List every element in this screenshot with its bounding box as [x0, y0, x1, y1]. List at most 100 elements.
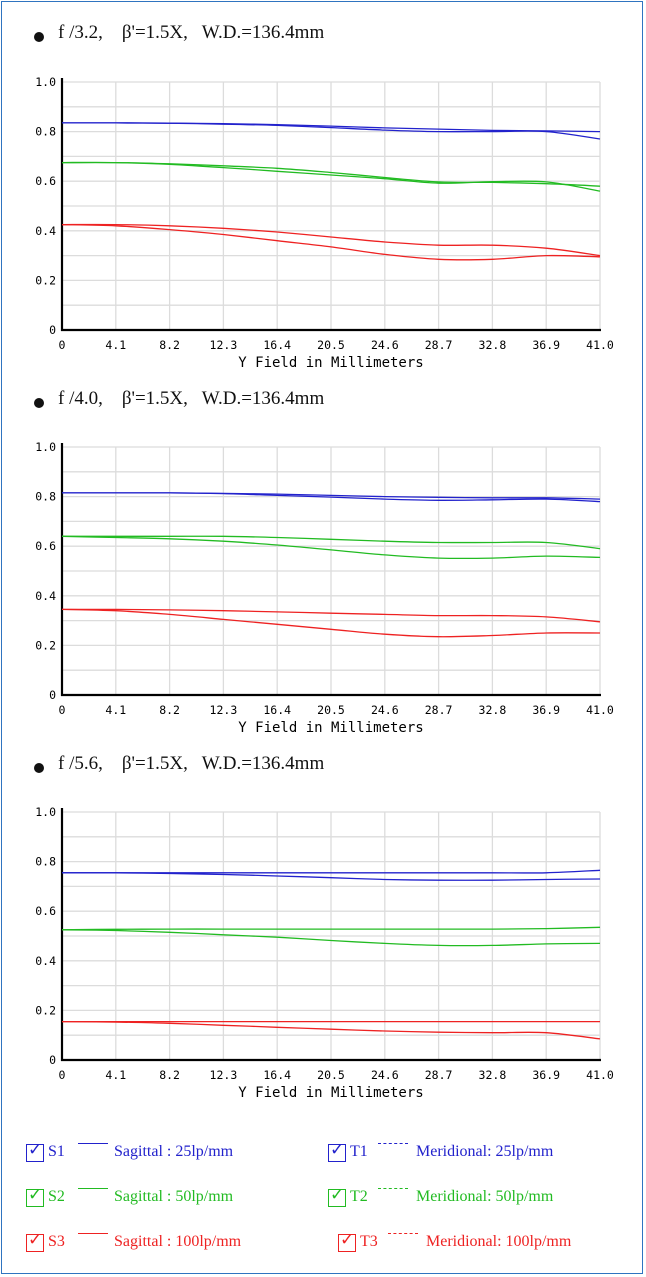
- dashed-line-swatch: [388, 1233, 418, 1238]
- x-tick-label: 20.5: [317, 338, 345, 352]
- series-line-t3: [61, 223, 601, 261]
- checkbox-icon[interactable]: [328, 1140, 346, 1162]
- y-tick-label: 0: [49, 323, 56, 337]
- x-tick-label: 16.4: [263, 1068, 291, 1082]
- series-line-s3: [61, 223, 601, 257]
- x-tick-label: 8.2: [159, 1068, 180, 1082]
- x-tick-label: 8.2: [159, 338, 180, 352]
- x-tick-label: 16.4: [263, 703, 291, 717]
- series-line-t1: [62, 122, 601, 140]
- x-tick-label: 16.4: [263, 338, 291, 352]
- mtf-chart-2: 0 0.2 0.4 0.6 0.8 1.0 0 4.1 8.2 12.3 16.4 20.5 24.6 2…: [35, 440, 614, 736]
- chart-heading-text: f /5.6, β'=1.5X, W.D.=136.4mm: [58, 753, 325, 774]
- dashed-line-swatch: [378, 1188, 408, 1193]
- y-tick-label: 0: [49, 688, 56, 702]
- series-line-t2: [61, 535, 601, 560]
- y-tick-label: 1.0: [35, 805, 56, 819]
- y-tick-label: 0.2: [35, 1003, 56, 1017]
- x-tick-label: 0: [59, 338, 66, 352]
- x-tick-label: 28.7: [425, 703, 453, 717]
- y-tick-label: 0.2: [35, 273, 56, 287]
- y-tick-label: 0.8: [35, 855, 56, 869]
- x-tick-label: 12.3: [210, 1068, 238, 1082]
- x-tick-label: 24.6: [371, 338, 399, 352]
- series-line-t2: [61, 161, 601, 192]
- legend-series-name: S3: [48, 1233, 65, 1250]
- bullet-icon: [34, 32, 44, 42]
- grid: [62, 81, 601, 330]
- y-tick-label: 0.6: [35, 904, 56, 918]
- series-line-t2: [61, 929, 601, 947]
- x-axis-label: Y Field in Millimeters: [238, 355, 423, 371]
- x-tick-label: 41.0: [586, 1068, 614, 1082]
- legend-desc: Sagittal : 50lp/mm: [114, 1188, 234, 1205]
- legend-desc: Meridional: 25lp/mm: [416, 1143, 554, 1160]
- x-tick-label: 20.5: [317, 1068, 345, 1082]
- checkbox-icon[interactable]: [26, 1230, 44, 1252]
- chart-heading-3: f /5.6, β'=1.5X, W.D.=136.4mm: [0, 751, 646, 781]
- solid-line-swatch: [78, 1233, 108, 1238]
- x-tick-label: 20.5: [317, 703, 345, 717]
- x-tick-label: 28.7: [425, 1068, 453, 1082]
- x-tick-label: 12.3: [210, 338, 238, 352]
- dashed-line-swatch: [378, 1143, 408, 1148]
- y-tick-label: 0: [49, 1053, 56, 1067]
- y-tick-label: 0.8: [35, 125, 56, 139]
- x-tick-label: 32.8: [479, 703, 507, 717]
- series-line-s2: [62, 535, 601, 550]
- grid: [62, 446, 601, 695]
- y-tick-label: 0.8: [35, 490, 56, 504]
- y-tick-label: 0.2: [35, 638, 56, 652]
- legend-series-name: S2: [48, 1188, 65, 1205]
- x-tick-label: 36.9: [532, 1068, 560, 1082]
- y-tick-label: 0.4: [35, 224, 56, 238]
- y-tick-label: 0.6: [35, 539, 56, 553]
- checkbox-icon[interactable]: [338, 1230, 356, 1252]
- legend: S1 Sagittal : 25lp/mm T1 Meridional: 25l…: [0, 1125, 646, 1265]
- checkbox-icon[interactable]: [328, 1185, 346, 1207]
- x-tick-label: 8.2: [159, 703, 180, 717]
- x-tick-label: 4.1: [105, 703, 126, 717]
- y-tick-label: 0.6: [35, 174, 56, 188]
- grid: [62, 811, 601, 1060]
- legend-desc: Meridional: 100lp/mm: [426, 1233, 572, 1250]
- x-tick-label: 24.6: [371, 1068, 399, 1082]
- x-axis-label: Y Field in Millimeters: [238, 720, 423, 736]
- x-tick-label: 32.8: [479, 338, 507, 352]
- x-tick-label: 4.1: [105, 338, 126, 352]
- series-line-t3: [61, 1020, 601, 1040]
- chart-heading-text: f /3.2, β'=1.5X, W.D.=136.4mm: [58, 22, 325, 43]
- checkbox-icon[interactable]: [26, 1140, 44, 1162]
- legend-series-name: T1: [350, 1143, 368, 1160]
- legend-series-name: T3: [360, 1233, 378, 1250]
- legend-desc: Sagittal : 25lp/mm: [114, 1143, 234, 1160]
- x-tick-label: 41.0: [586, 703, 614, 717]
- legend-series-name: S1: [48, 1143, 65, 1160]
- bullet-icon: [34, 763, 44, 773]
- solid-line-swatch: [78, 1143, 108, 1148]
- series-line-t1: [61, 872, 601, 881]
- series-line-t3: [61, 608, 601, 638]
- chart-heading-1: f /3.2, β'=1.5X, W.D.=136.4mm: [0, 20, 646, 50]
- mtf-chart-1: 0 0.2 0.4 0.6 0.8 1.0 0 4.1 8.2 12.3 16.4 20.5 24.6 2…: [35, 75, 614, 371]
- x-tick-label: 36.9: [532, 338, 560, 352]
- y-tick-label: 0.4: [35, 954, 56, 968]
- series-line-s3: [61, 608, 601, 623]
- legend-desc: Sagittal : 100lp/mm: [114, 1233, 242, 1250]
- legend-series-name: T2: [350, 1188, 368, 1205]
- checkbox-icon[interactable]: [26, 1185, 44, 1207]
- mtf-chart-3: 0 0.2 0.4 0.6 0.8 1.0 0 4.1 8.2 12.3 16.4 20.5 24.6 2…: [35, 805, 614, 1101]
- chart-heading-2: f /4.0, β'=1.5X, W.D.=136.4mm: [0, 386, 646, 416]
- x-tick-label: 32.8: [479, 1068, 507, 1082]
- x-tick-label: 0: [59, 1068, 66, 1082]
- x-tick-label: 12.3: [210, 703, 238, 717]
- x-tick-label: 4.1: [105, 1068, 126, 1082]
- x-tick-label: 0: [59, 703, 66, 717]
- x-tick-label: 24.6: [371, 703, 399, 717]
- x-tick-label: 28.7: [425, 338, 453, 352]
- series-line-s2: [61, 926, 601, 931]
- y-tick-label: 1.0: [35, 75, 56, 89]
- y-tick-label: 0.4: [35, 589, 56, 603]
- chart-heading-text: f /4.0, β'=1.5X, W.D.=136.4mm: [58, 388, 325, 409]
